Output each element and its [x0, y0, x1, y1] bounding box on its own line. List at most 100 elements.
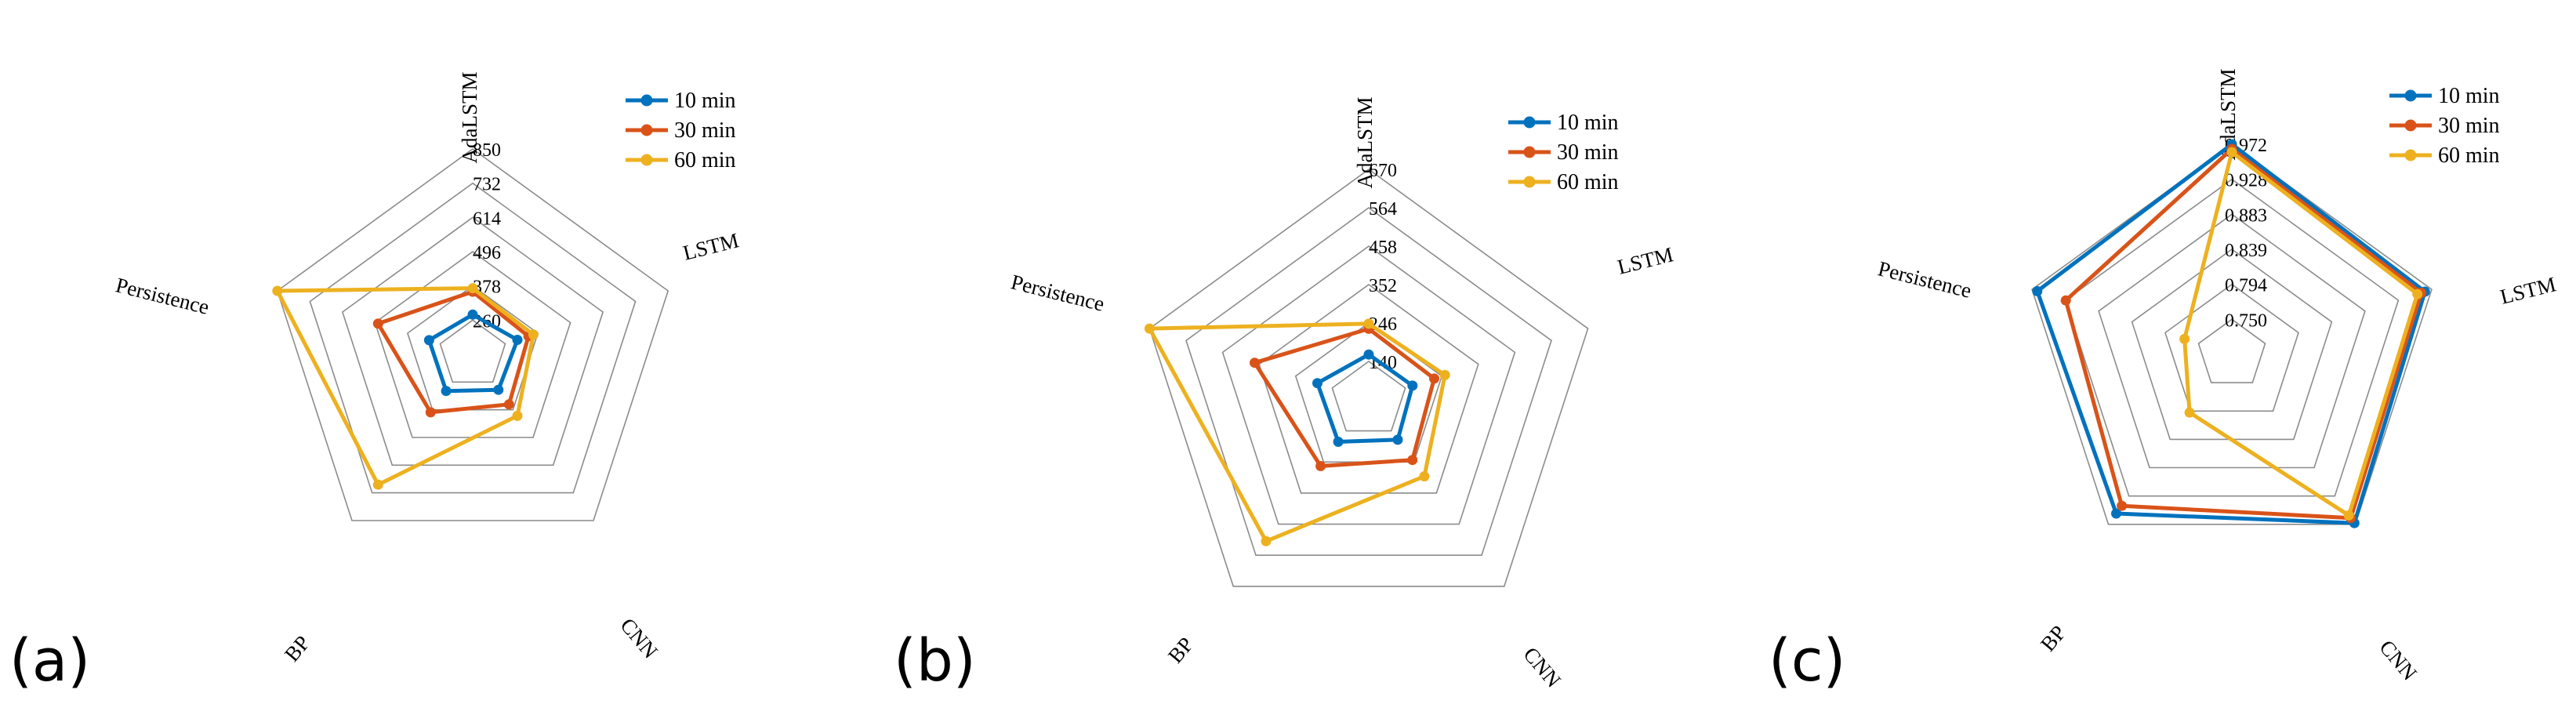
data-point: [2184, 407, 2195, 418]
radar-chart-3: 0.7500.7940.8390.8830.9280.972AdaLSTMLST…: [1769, 69, 2558, 695]
axis-label-lstm: LSTM: [680, 228, 741, 265]
grid-ring: [1258, 284, 1479, 494]
series-line-30-min: [1253, 326, 1436, 468]
grid-ring: [1221, 245, 1516, 525]
legend-entry: 60 min: [674, 148, 736, 172]
data-point: [1407, 455, 1418, 466]
tick-label: 0.794: [2225, 276, 2267, 296]
tick-label: 732: [473, 175, 501, 195]
series-line-10-min: [2035, 142, 2427, 525]
data-point: [272, 285, 283, 296]
grid-ring: [1331, 361, 1406, 432]
series-line-30-min: [2063, 147, 2423, 521]
data-point: [2412, 289, 2423, 299]
grid-ring: [309, 182, 637, 494]
axis-label-cnn: CNN: [1518, 643, 1566, 692]
series-line-10-min: [1315, 352, 1415, 444]
data-point: [2111, 508, 2121, 519]
grid-ring: [2064, 178, 2400, 497]
legend-entry: 10 min: [2438, 84, 2500, 108]
series-line-60-min: [2182, 150, 2420, 517]
legend-swatch-marker: [640, 124, 653, 136]
tick-label: 0.883: [2225, 205, 2267, 226]
grid-ring: [2098, 213, 2366, 469]
panel-label: (b): [894, 627, 976, 695]
data-point: [503, 399, 514, 410]
tick-label: 458: [1369, 238, 1397, 258]
tick-label: 0.839: [2225, 241, 2267, 261]
tick-label: 850: [473, 140, 501, 161]
data-point: [528, 329, 539, 340]
data-point: [2117, 500, 2128, 511]
data-point: [1407, 380, 1418, 391]
axis-label-adalstm: AdaLSTM: [1353, 97, 1377, 189]
radar-chart-1: 260378496614732850AdaLSTMLSTMCNNBPPersis…: [9, 72, 741, 695]
legend-entry: 60 min: [1557, 170, 1619, 194]
legend-entry: 30 min: [674, 118, 736, 143]
legend-swatch-marker: [2404, 149, 2417, 162]
legend-entry: 30 min: [1557, 140, 1619, 165]
data-point: [2060, 295, 2071, 306]
data-point: [2179, 333, 2190, 344]
data-point: [1144, 323, 1155, 334]
data-point: [372, 479, 383, 490]
data-point: [1429, 373, 1439, 384]
legend-entry: 10 min: [674, 89, 736, 113]
data-point: [1333, 437, 1344, 447]
legend-swatch-marker: [2404, 119, 2417, 132]
data-point: [1392, 434, 1403, 445]
data-point: [1439, 369, 1450, 380]
axis-label-bp: BP: [280, 631, 314, 666]
grid-ring: [1148, 169, 1589, 587]
tick-label: 352: [1369, 276, 1397, 296]
grid-ring: [439, 319, 506, 383]
data-point: [1312, 378, 1322, 389]
data-point: [467, 283, 478, 294]
series-line-60-min: [275, 286, 535, 487]
axis-label-cnn: CNN: [2375, 636, 2422, 685]
data-point: [372, 318, 383, 329]
axis-label-persistence: Persistence: [1876, 256, 1974, 302]
data-point: [2226, 147, 2237, 158]
data-point: [1363, 318, 1374, 329]
grid-ring: [2197, 318, 2266, 383]
data-point: [2343, 510, 2354, 521]
data-point: [1250, 358, 1260, 368]
axis-label-persistence: Persistence: [1009, 270, 1107, 315]
tick-label: 496: [473, 243, 501, 263]
axis-label-adalstm: AdaLSTM: [458, 72, 481, 164]
legend-swatch-marker: [640, 154, 653, 166]
data-point: [493, 384, 504, 395]
legend-swatch-marker: [1523, 116, 1536, 129]
grid-ring: [341, 216, 604, 466]
series-line-60-min: [1147, 321, 1447, 543]
data-point: [425, 407, 436, 418]
tick-label: 614: [473, 209, 501, 229]
data-point: [423, 335, 434, 346]
legend-entry: 10 min: [1557, 111, 1619, 135]
tick-label: 564: [1369, 199, 1397, 220]
tick-label: 0.750: [2225, 310, 2267, 331]
radar-chart-2: 140246352458564670AdaLSTMLSTMCNNBPPersis…: [894, 97, 1675, 695]
series-line-30-min: [376, 289, 531, 415]
axis-label-lstm: LSTM: [1615, 242, 1675, 279]
legend-swatch-marker: [2404, 89, 2417, 102]
axis-label-lstm: LSTM: [2498, 272, 2558, 309]
grid-ring: [276, 148, 669, 521]
grid-ring: [1185, 207, 1552, 557]
axis-label-persistence: Persistence: [114, 273, 212, 318]
grid-ring: [2164, 283, 2299, 412]
data-point: [512, 335, 523, 345]
legend-swatch-marker: [1523, 176, 1536, 188]
data-point: [441, 386, 452, 397]
legend-swatch-marker: [640, 94, 653, 107]
axis-label-cnn: CNN: [615, 614, 662, 663]
panel-label: (c): [1769, 627, 1845, 695]
tick-label: 670: [1369, 161, 1397, 181]
data-point: [1315, 461, 1326, 471]
legend-swatch-marker: [1523, 146, 1536, 158]
data-point: [1363, 349, 1374, 360]
panel-label: (a): [9, 627, 90, 695]
axis-label-bp: BP: [2036, 621, 2070, 656]
